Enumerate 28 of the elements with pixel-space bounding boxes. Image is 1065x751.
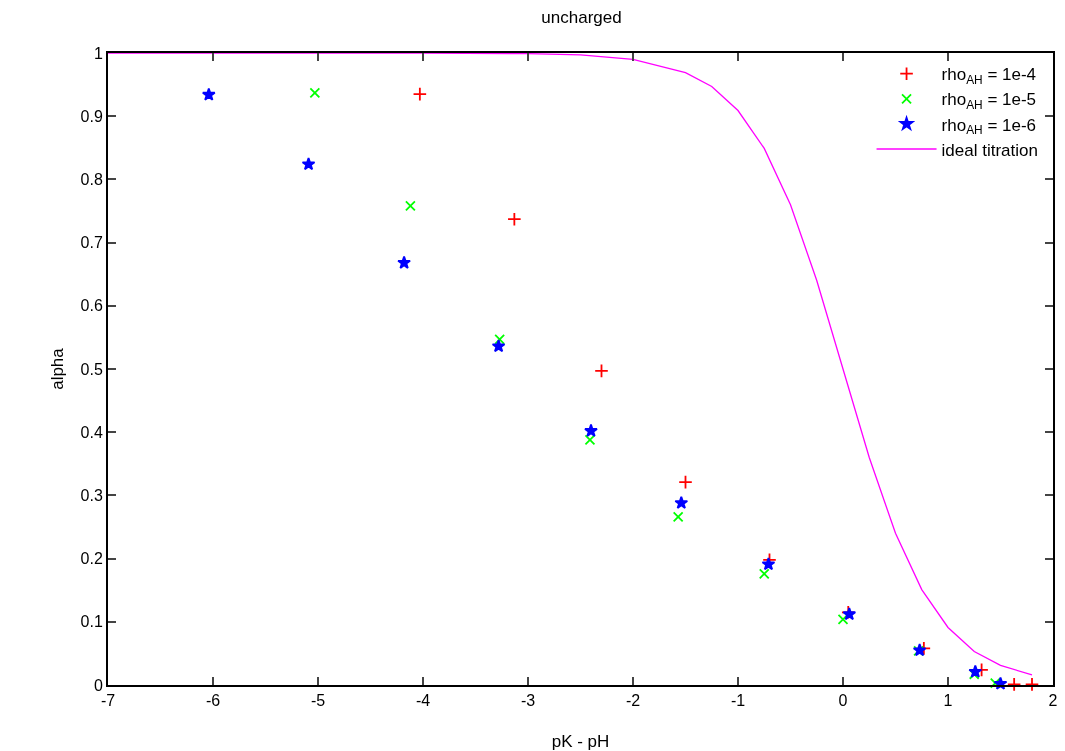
x-tick-label: -6 (205, 692, 221, 710)
y-tick-label: 0.5 (80, 360, 103, 378)
y-tick-label: 0.1 (80, 613, 103, 631)
x-tick-label: -4 (415, 692, 431, 710)
legend-label: rho$_{AH}$ = 1e-4 (941, 65, 1037, 87)
y-axis-title: alpha (48, 347, 67, 390)
x-tick-label: -2 (625, 692, 641, 710)
y-tick-label: 0 (93, 676, 103, 694)
x-tick-label: -7 (100, 692, 116, 710)
x-tick-label: 0 (838, 692, 848, 710)
y-tick-label: 0.6 (80, 297, 103, 315)
x-tick-label: -1 (730, 692, 746, 710)
y-tick-label: 0.2 (80, 550, 103, 568)
legend-label: ideal titration (941, 140, 1038, 160)
x-tick-label: 2 (1048, 692, 1058, 710)
y-tick-label: 0.7 (80, 234, 103, 252)
x-axis-title: pK - pH (551, 732, 610, 751)
legend-label: rho$_{AH}$ = 1e-6 (941, 115, 1037, 138)
y-tick-label: 0.8 (80, 171, 103, 188)
y-tick-label: 1 (93, 44, 103, 62)
y-tick-label: 0.3 (80, 487, 103, 504)
legend-label: rho$_{AH}$ = 1e-5 (941, 90, 1037, 113)
x-tick-label: -5 (310, 692, 326, 710)
x-tick-label: -3 (520, 692, 536, 710)
y-tick-label: 0.4 (80, 423, 103, 441)
y-tick-label: 0.9 (80, 107, 103, 125)
chart-title: uncharged (541, 8, 622, 28)
x-tick-label: 1 (943, 692, 953, 710)
